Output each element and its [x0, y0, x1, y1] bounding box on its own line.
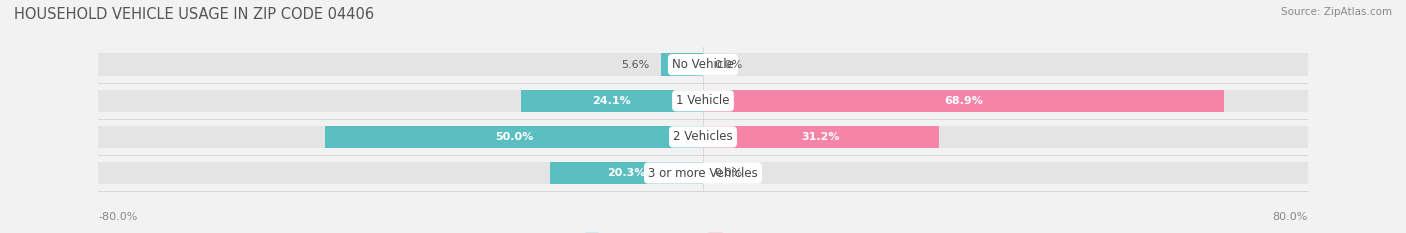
Bar — [703, 126, 939, 148]
Bar — [98, 89, 1308, 112]
Text: 31.2%: 31.2% — [801, 132, 841, 142]
Text: 0.0%: 0.0% — [714, 168, 742, 178]
Text: 68.9%: 68.9% — [943, 96, 983, 106]
Legend: Owner-occupied, Renter-occupied: Owner-occupied, Renter-occupied — [581, 228, 825, 233]
Text: Source: ZipAtlas.com: Source: ZipAtlas.com — [1281, 7, 1392, 17]
Bar — [325, 126, 703, 148]
Bar — [98, 126, 1308, 148]
Bar — [550, 162, 703, 184]
Bar — [703, 89, 1223, 112]
Text: 5.6%: 5.6% — [621, 60, 650, 70]
Text: 50.0%: 50.0% — [495, 132, 533, 142]
Text: 20.3%: 20.3% — [607, 168, 645, 178]
Text: -80.0%: -80.0% — [98, 212, 138, 222]
Text: 24.1%: 24.1% — [592, 96, 631, 106]
Text: HOUSEHOLD VEHICLE USAGE IN ZIP CODE 04406: HOUSEHOLD VEHICLE USAGE IN ZIP CODE 0440… — [14, 7, 374, 22]
Text: 3 or more Vehicles: 3 or more Vehicles — [648, 167, 758, 179]
Text: 2 Vehicles: 2 Vehicles — [673, 130, 733, 143]
Text: No Vehicle: No Vehicle — [672, 58, 734, 71]
Bar — [98, 53, 1308, 76]
Text: 80.0%: 80.0% — [1272, 212, 1308, 222]
Bar — [520, 89, 703, 112]
Bar — [661, 53, 703, 76]
Bar — [98, 162, 1308, 184]
Text: 1 Vehicle: 1 Vehicle — [676, 94, 730, 107]
Text: 0.0%: 0.0% — [714, 60, 742, 70]
